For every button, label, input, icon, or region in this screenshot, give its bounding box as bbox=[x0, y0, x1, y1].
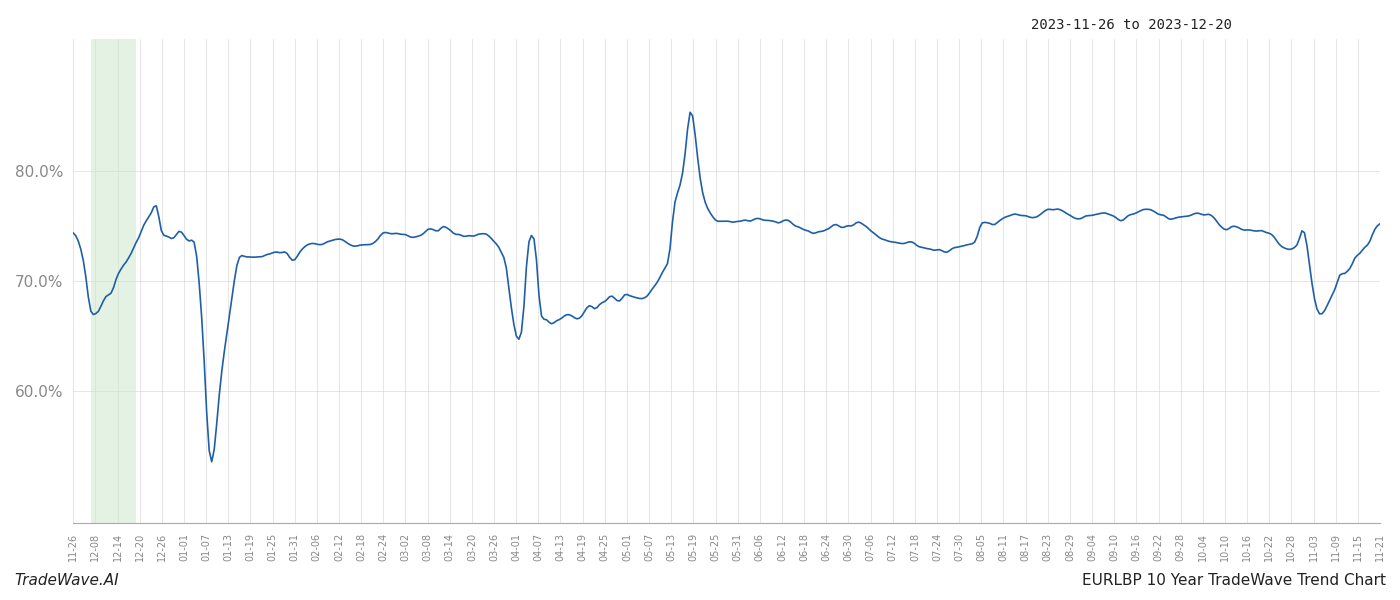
Text: TradeWave.AI: TradeWave.AI bbox=[14, 573, 119, 588]
Text: EURLBP 10 Year TradeWave Trend Chart: EURLBP 10 Year TradeWave Trend Chart bbox=[1082, 573, 1386, 588]
Bar bbox=[91, 39, 136, 523]
Text: 2023-11-26 to 2023-12-20: 2023-11-26 to 2023-12-20 bbox=[1030, 18, 1232, 32]
